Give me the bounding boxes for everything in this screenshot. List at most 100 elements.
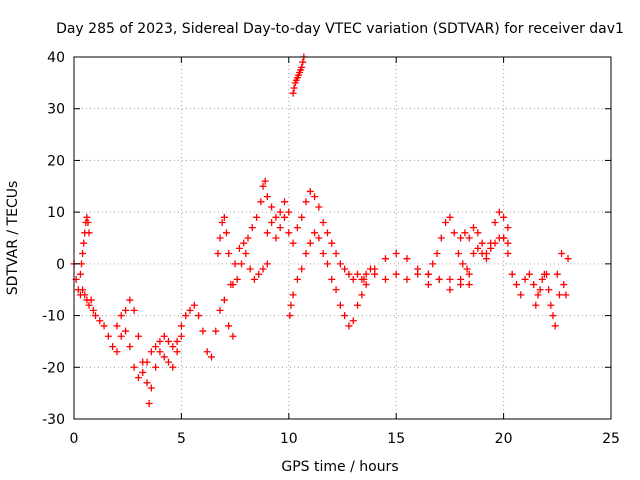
data-point (491, 239, 499, 247)
data-point (79, 250, 87, 258)
data-point (381, 255, 389, 263)
data-point (259, 265, 267, 273)
data-point (562, 291, 570, 299)
data-point (122, 306, 130, 314)
data-point (512, 281, 520, 289)
x-tick-label: 20 (495, 431, 513, 447)
data-series (424, 213, 471, 278)
data-point (216, 234, 224, 242)
data-point (272, 213, 280, 221)
x-tick-label: 0 (70, 431, 79, 447)
data-point (272, 234, 280, 242)
data-point (220, 296, 228, 304)
data-point (122, 327, 130, 335)
data-point (281, 213, 289, 221)
data-point (229, 332, 237, 340)
data-point (152, 343, 160, 351)
data-point (538, 275, 546, 283)
data-series (381, 270, 473, 294)
data-point (553, 270, 561, 278)
data-series (289, 53, 308, 97)
data-point (195, 312, 203, 320)
data-point (85, 301, 93, 309)
data-series (214, 177, 293, 289)
data-point (190, 301, 198, 309)
data-point (530, 281, 538, 289)
data-point (306, 239, 314, 247)
data-point (113, 322, 121, 330)
data-point (287, 301, 295, 309)
data-point (186, 306, 194, 314)
chart-title: Day 285 of 2023, Sidereal Day-to-day VTE… (56, 21, 624, 37)
data-point (504, 224, 512, 232)
data-point (433, 250, 441, 258)
data-point (311, 193, 319, 201)
data-point (450, 229, 458, 237)
data-point (165, 358, 173, 366)
data-point (117, 312, 125, 320)
data-point (257, 198, 265, 206)
data-point (289, 239, 297, 247)
data-point (392, 250, 400, 258)
data-point (220, 213, 228, 221)
data-point (500, 213, 508, 221)
data-point (358, 291, 366, 299)
data-point (302, 198, 310, 206)
data-point (545, 286, 553, 294)
y-tick-label: 30 (47, 102, 65, 118)
data-point (299, 58, 307, 66)
data-point (199, 327, 207, 335)
data-series (76, 213, 93, 278)
data-point (424, 270, 432, 278)
data-point (508, 270, 516, 278)
data-point (470, 224, 478, 232)
data-point (465, 234, 473, 242)
data-point (560, 281, 568, 289)
data-point (354, 270, 362, 278)
data-point (298, 265, 306, 273)
data-point (336, 260, 344, 268)
data-point (457, 281, 465, 289)
data-point (298, 63, 306, 71)
data-point (80, 239, 88, 247)
data-point (482, 255, 490, 263)
data-point (323, 229, 331, 237)
data-point (253, 213, 261, 221)
data-point (341, 265, 349, 273)
data-point (293, 275, 301, 283)
data-point (429, 260, 437, 268)
y-tick-label: -10 (42, 309, 65, 325)
y-tick-label: -30 (42, 412, 65, 428)
data-point (255, 270, 263, 278)
data-point (276, 208, 284, 216)
data-series (70, 260, 185, 382)
y-tick-label: 40 (47, 50, 65, 66)
data-point (442, 218, 450, 226)
data-point (465, 281, 473, 289)
data-point (551, 322, 559, 330)
data-point (549, 312, 557, 320)
data-point (540, 270, 548, 278)
data-point (156, 337, 164, 345)
data-point (564, 255, 572, 263)
data-point (156, 348, 164, 356)
data-point (263, 260, 271, 268)
data-point (336, 301, 344, 309)
data-point (246, 265, 254, 273)
data-point (231, 260, 239, 268)
data-point (345, 322, 353, 330)
data-point (289, 89, 297, 97)
data-series (470, 234, 512, 263)
data-point (242, 250, 250, 258)
data-point (534, 291, 542, 299)
data-point (435, 275, 443, 283)
data-point (414, 270, 422, 278)
data-point (341, 312, 349, 320)
data-point (315, 234, 323, 242)
data-point (87, 296, 95, 304)
y-tick-label: 10 (47, 205, 65, 221)
data-point (268, 203, 276, 211)
data-point (349, 317, 357, 325)
data-marks (70, 53, 572, 407)
data-point (536, 286, 544, 294)
